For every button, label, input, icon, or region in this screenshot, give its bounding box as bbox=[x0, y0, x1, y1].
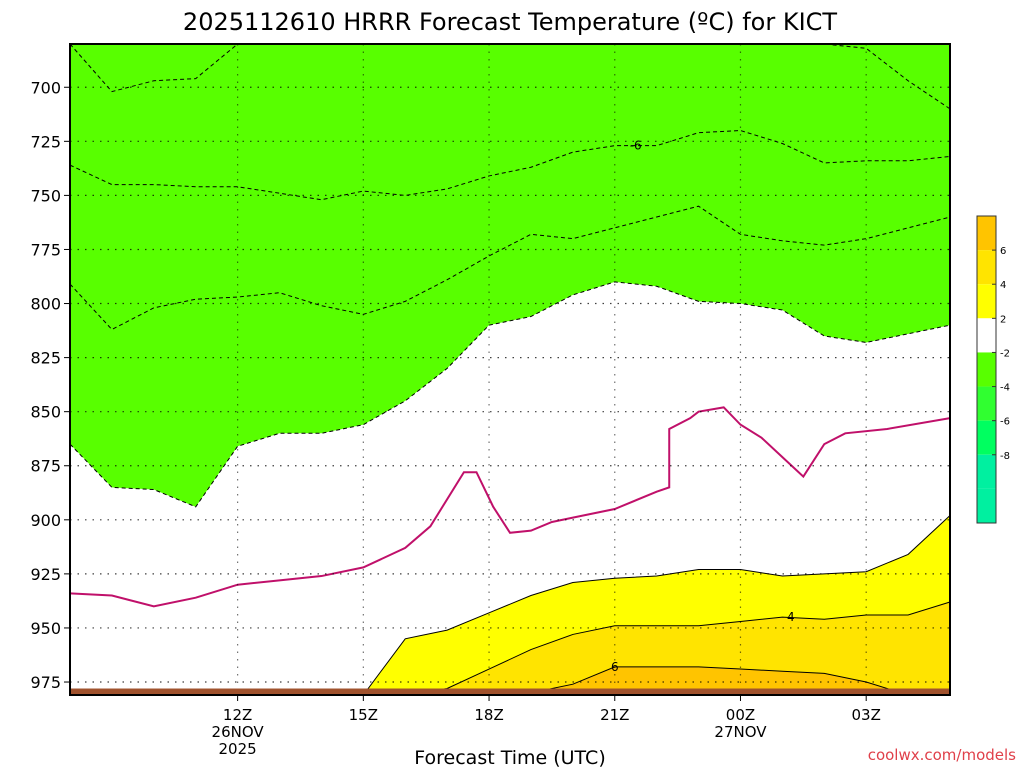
isotherm-dashed-4 bbox=[69, 281, 951, 508]
x-tick-label: 18Z bbox=[474, 706, 503, 724]
colorbar-tick-label: 6 bbox=[1000, 246, 1006, 257]
x-tick-label: 00Z bbox=[726, 706, 755, 724]
isotherm-dashed-1 bbox=[69, 43, 951, 110]
contour-label: 4 bbox=[787, 610, 795, 624]
contour-label: -6 bbox=[630, 139, 642, 153]
ground-terrain bbox=[70, 688, 950, 695]
y-axis: 700 725 750 775 800 825 850 875 900 925 950 975 bbox=[30, 78, 70, 692]
colorbar-tick-label: -2 bbox=[1000, 348, 1010, 359]
y-tick-label: 950 bbox=[30, 619, 61, 638]
y-tick-label: 925 bbox=[30, 565, 61, 584]
colorbar-swatch bbox=[977, 488, 996, 523]
colorbar-tick-label: -6 bbox=[1000, 417, 1010, 428]
colorbar-swatch bbox=[977, 284, 996, 319]
colorbar-swatch bbox=[977, 318, 996, 353]
colorbar-tick-label: 4 bbox=[1000, 280, 1006, 291]
y-tick-label: 725 bbox=[30, 132, 61, 151]
isotherm-dashed-3 bbox=[69, 205, 951, 331]
y-tick-label: 775 bbox=[30, 240, 61, 259]
x-axis-label: Forecast Time (UTC) bbox=[414, 747, 605, 768]
colorbar-swatch bbox=[977, 216, 996, 251]
contour-label: 6 bbox=[611, 660, 619, 674]
x-tick-label: 21Z bbox=[600, 706, 629, 724]
x-tick-label: 03Z bbox=[852, 706, 881, 724]
colorbar-frame bbox=[976, 215, 997, 524]
temp-band-warm-3 bbox=[70, 666, 950, 695]
credit-text: coolwx.com/models bbox=[868, 746, 1016, 764]
y-tick-label: 750 bbox=[30, 186, 61, 205]
colorbar-swatch bbox=[977, 352, 996, 387]
y-tick-label: 700 bbox=[30, 78, 61, 97]
x-tick-label: 27NOV bbox=[714, 723, 767, 741]
y-tick-label: 825 bbox=[30, 349, 61, 368]
colorbar-swatch bbox=[977, 250, 996, 285]
colorbar-tick-label: -8 bbox=[1000, 451, 1010, 462]
chart-title: 2025112610 HRRR Forecast Temperature (ºC… bbox=[183, 8, 837, 36]
x-tick-label: 15Z bbox=[349, 706, 378, 724]
colorbar-tick-label: 2 bbox=[1000, 314, 1006, 325]
plot-frame bbox=[69, 43, 951, 696]
isotherm-dashed-2 bbox=[69, 130, 951, 201]
colorbar-swatch bbox=[977, 386, 996, 421]
plot-area: -6 4 6 bbox=[69, 43, 951, 696]
x-tick-label: 26NOV bbox=[212, 723, 265, 741]
colorbar-swatch bbox=[977, 420, 996, 455]
colorbar-swatch bbox=[977, 454, 996, 489]
x-tick-label: 12Z bbox=[223, 706, 252, 724]
y-tick-label: 800 bbox=[30, 295, 61, 314]
y-tick-label: 975 bbox=[30, 673, 61, 692]
y-tick-label: 875 bbox=[30, 457, 61, 476]
y-tick-label: 900 bbox=[30, 511, 61, 530]
temp-band-4 bbox=[70, 44, 950, 507]
colorbar-legend: 6 4 2 -2 -4 -6 -8 bbox=[976, 215, 1010, 524]
colorbar-tick-label: -4 bbox=[1000, 383, 1010, 394]
x-tick-label: 2025 bbox=[219, 740, 257, 758]
y-tick-label: 850 bbox=[30, 403, 61, 422]
freezing-line bbox=[69, 406, 951, 608]
